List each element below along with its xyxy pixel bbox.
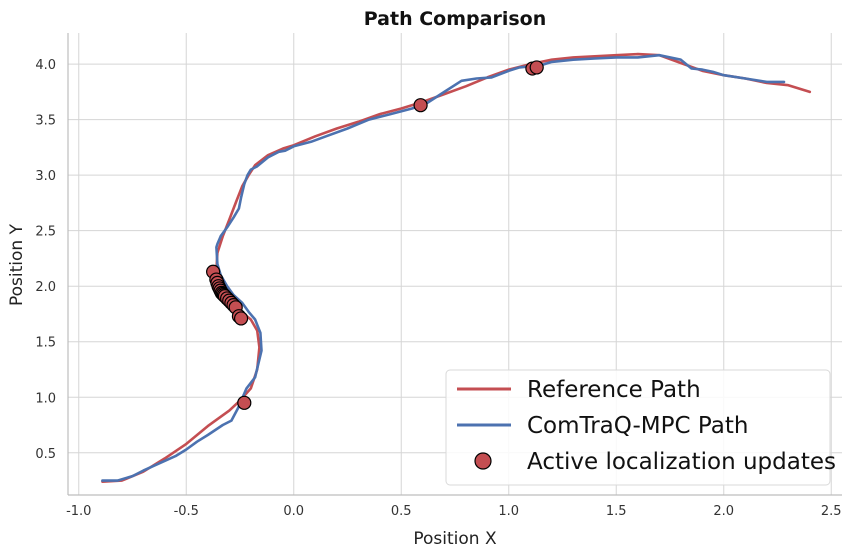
chart-title: Path Comparison [364, 8, 546, 30]
localization-update-point [237, 395, 252, 410]
points-layer [206, 60, 544, 410]
series-line-comtraq-mpc-path [101, 53, 786, 482]
x-tick-label: -0.5 [174, 504, 199, 519]
x-tick-label: 0.0 [283, 504, 304, 519]
y-tick-label: 2.0 [35, 280, 56, 295]
y-tick-label: 2.5 [35, 225, 56, 240]
x-tick-label: 1.0 [498, 504, 519, 519]
y-tick-label: 1.0 [35, 391, 56, 406]
y-tick-label: 1.5 [35, 336, 56, 351]
y-tick-label: 3.5 [35, 114, 56, 129]
x-tick-label: 0.5 [391, 504, 412, 519]
x-tick-label: 1.5 [606, 504, 627, 519]
x-tick-label: 2.5 [821, 504, 842, 519]
legend-label-localization-updates: Active localization updates [527, 449, 836, 475]
legend-label-reference-path: Reference Path [527, 377, 701, 403]
legend-label-comtraq-mpc-path: ComTraQ-MPC Path [527, 413, 748, 439]
series-layer [101, 52, 812, 484]
x-tick-label: 2.0 [713, 504, 734, 519]
x-tick-label: -1.0 [66, 504, 91, 519]
localization-update-point [529, 60, 544, 75]
axes-layer: -1.0 -0.5 0.0 0.5 1.0 1.5 2.0 2.5 0.5 1.0 1.5 2.0 2.… [35, 33, 842, 519]
legend: Reference Path ComTraQ-MPC Path Active l… [445, 369, 836, 486]
y-tick-label: 3.0 [35, 169, 56, 184]
y-tick-label: 0.5 [35, 447, 56, 462]
x-axis-label: Position X [413, 529, 497, 549]
y-tick-label: 4.0 [35, 58, 56, 73]
y-axis-label: Position Y [7, 223, 27, 306]
localization-update-point [233, 311, 249, 326]
legend-marker-localization-updates [474, 452, 492, 470]
legend-frame [445, 369, 831, 486]
localization-update-point [413, 98, 428, 113]
